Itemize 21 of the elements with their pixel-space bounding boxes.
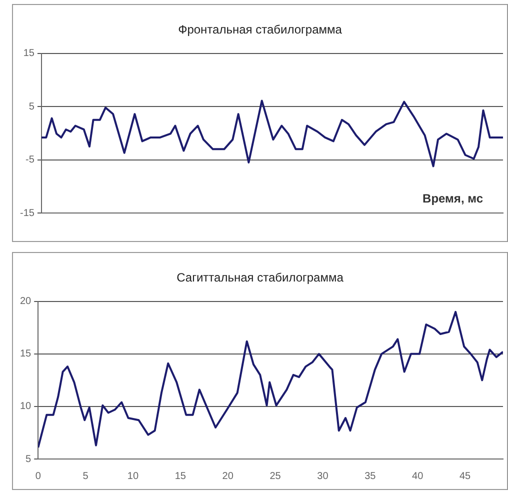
- x-tick-label: 45: [459, 470, 472, 482]
- x-tick-label: 5: [82, 470, 89, 482]
- x-tick-label: 30: [317, 470, 329, 482]
- y-tick-label: -5: [26, 154, 35, 166]
- x-tick-label: 10: [127, 470, 139, 482]
- chart-title: Сагиттальная стабилограмма: [176, 270, 344, 285]
- x-tick-label: 20: [222, 470, 234, 482]
- x-tick-label: 0: [35, 470, 42, 482]
- x-axis-title: Время, мс: [422, 191, 484, 206]
- y-tick-label: 15: [23, 48, 35, 60]
- y-tick-label: 15: [20, 348, 32, 360]
- y-tick-label: -15: [20, 208, 35, 219]
- x-tick-label: 40: [412, 470, 424, 482]
- x-tick-label: 35: [364, 470, 376, 482]
- y-tick-label: 5: [28, 101, 35, 112]
- x-tick-label: 25: [270, 470, 282, 482]
- y-tick-label: 20: [20, 296, 32, 308]
- chart-title: Фронтальная стабилограмма: [178, 22, 342, 37]
- x-tick-label: 15: [174, 470, 186, 482]
- y-tick-label: 5: [26, 454, 32, 465]
- y-tick-label: 10: [20, 401, 32, 412]
